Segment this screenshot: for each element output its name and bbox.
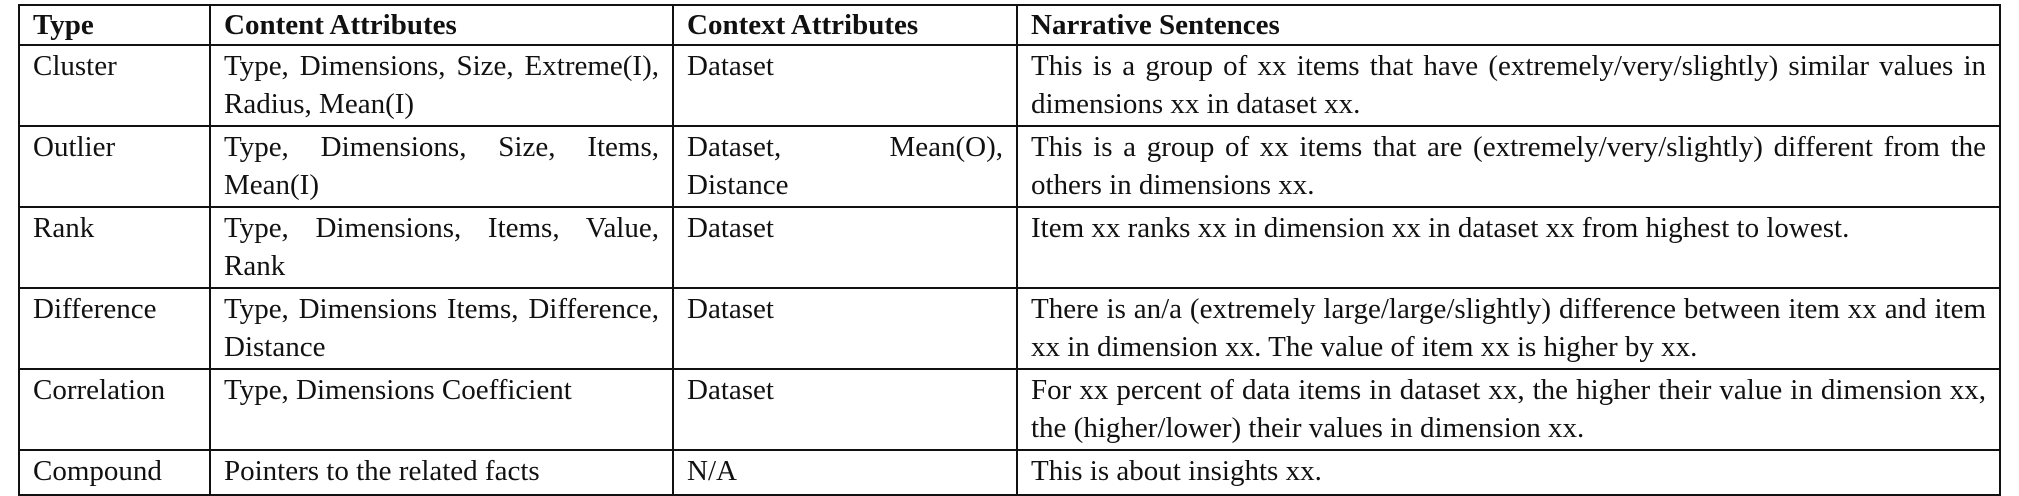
cell-narrative-sentence: There is an/a (extremely large/large/sli… xyxy=(1016,287,2001,370)
cell-content-attributes: Type, Dimensions, Size, Items, Mean(I) xyxy=(209,125,674,208)
cell-content-attributes: Type, Dimensions Items, Dif­ference, Dis… xyxy=(209,287,674,370)
cell-type: Correlation xyxy=(18,368,211,451)
cell-context-attributes: Dataset xyxy=(672,44,1018,127)
cell-context-attributes: Dataset xyxy=(672,206,1018,289)
table-header-row: Type Content Attributes Context Attribut… xyxy=(18,4,2001,46)
cell-type: Cluster xyxy=(18,44,211,127)
header-content-attributes: Content Attributes xyxy=(209,4,674,46)
fact-types-table-container: Type Content Attributes Context Attribut… xyxy=(18,4,2001,496)
cell-content-attributes: Type, Dimensions, Items, Value, Rank xyxy=(209,206,674,289)
table-row: Outlier Type, Dimensions, Size, Items, M… xyxy=(18,125,2001,208)
cell-type: Difference xyxy=(18,287,211,370)
table-row: Correlation Type, Dimensions Coefficient… xyxy=(18,368,2001,451)
cell-type: Compound xyxy=(18,449,211,496)
cell-content-attributes: Type, Dimensions Coefficient xyxy=(209,368,674,451)
table-row: Rank Type, Dimensions, Items, Value, Ran… xyxy=(18,206,2001,289)
table-row: Compound Pointers to the related facts N… xyxy=(18,449,2001,496)
header-type: Type xyxy=(18,4,211,46)
fact-types-table: Type Content Attributes Context Attribut… xyxy=(18,4,2001,496)
cell-context-attributes: Dataset xyxy=(672,287,1018,370)
cell-narrative-sentence: For xx percent of data items in dataset … xyxy=(1016,368,2001,451)
cell-type: Outlier xyxy=(18,125,211,208)
cell-narrative-sentence: This is about insights xx. xyxy=(1016,449,2001,496)
cell-context-attributes: N/A xyxy=(672,449,1018,496)
cell-context-attributes: Dataset xyxy=(672,368,1018,451)
cell-content-attributes: Pointers to the related facts xyxy=(209,449,674,496)
cell-narrative-sentence: This is a group of xx items that have (e… xyxy=(1016,44,2001,127)
cell-type: Rank xyxy=(18,206,211,289)
table-row: Difference Type, Dimensions Items, Dif­f… xyxy=(18,287,2001,370)
header-narrative-sentences: Narrative Sentences xyxy=(1016,4,2001,46)
header-context-attributes: Context Attributes xyxy=(672,4,1018,46)
cell-narrative-sentence: This is a group of xx items that are (ex… xyxy=(1016,125,2001,208)
cell-content-attributes: Type, Dimensions, Size, Ex­treme(I), Rad… xyxy=(209,44,674,127)
cell-context-attributes: Dataset, Mean(O), Distance xyxy=(672,125,1018,208)
cell-narrative-sentence: Item xx ranks xx in dimension xx in data… xyxy=(1016,206,2001,289)
table-row: Cluster Type, Dimensions, Size, Ex­treme… xyxy=(18,44,2001,127)
